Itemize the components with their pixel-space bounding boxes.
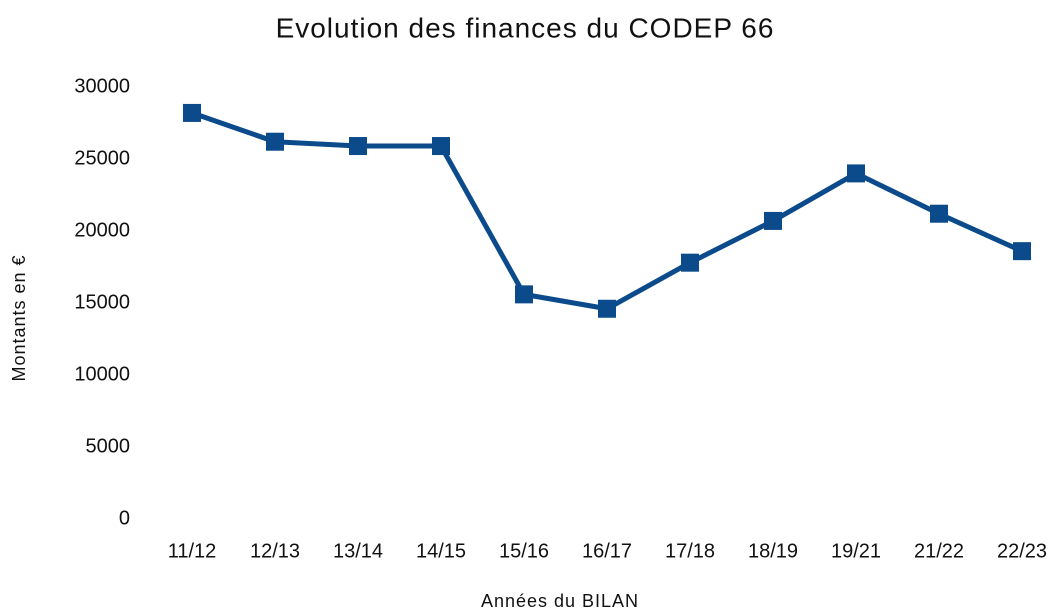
y-tick-label: 10000	[74, 363, 130, 385]
y-tick-label: 30000	[74, 75, 130, 97]
x-tick-label: 11/12	[168, 540, 217, 562]
y-tick-label: 15000	[74, 291, 130, 313]
x-tick-label: 12/13	[250, 540, 300, 562]
x-tick-label: 19/21	[831, 540, 881, 562]
x-tick-label: 21/22	[914, 540, 964, 562]
data-point	[598, 299, 616, 318]
data-point	[847, 164, 865, 183]
x-tick-label: 15/16	[499, 540, 549, 562]
data-point	[349, 137, 367, 156]
y-tick-label: 5000	[86, 435, 131, 457]
x-tick-label: 18/19	[748, 540, 798, 562]
x-tick-label: 22/23	[997, 540, 1047, 562]
x-tick-label: 17/18	[665, 540, 715, 562]
data-point	[764, 211, 782, 230]
data-point	[183, 103, 201, 122]
data-point	[1013, 242, 1031, 261]
x-axis-label: Années du BILAN	[481, 591, 639, 611]
y-tick-label: 0	[119, 507, 130, 529]
data-point	[432, 137, 450, 156]
x-tick-label: 14/15	[416, 540, 466, 562]
data-point	[930, 204, 948, 223]
data-line	[191, 110, 1024, 312]
x-tick-label: 13/14	[333, 540, 383, 562]
data-point	[266, 132, 284, 151]
y-tick-label: 20000	[74, 219, 130, 241]
y-axis-label: Montants en €	[9, 254, 29, 381]
x-tick-label: 16/17	[582, 540, 632, 562]
y-tick-label: 25000	[74, 147, 130, 169]
data-point	[515, 285, 533, 304]
data-point	[681, 253, 699, 272]
chart-title: Evolution des finances du CODEP 66	[276, 12, 775, 43]
